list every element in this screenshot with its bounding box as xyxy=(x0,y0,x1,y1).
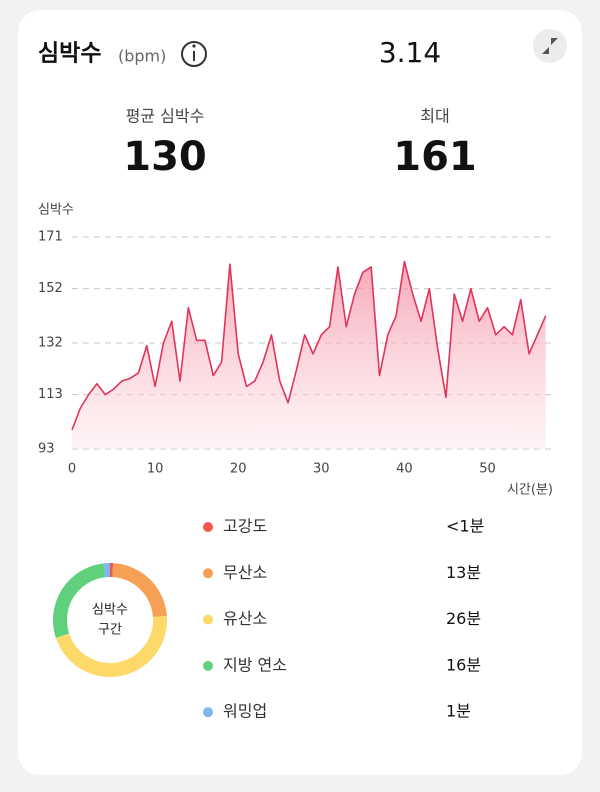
y-tick-label: 171 xyxy=(38,230,63,245)
legend-value: 13분 xyxy=(446,563,481,582)
x-tick-label: 30 xyxy=(313,462,330,477)
legend-value: 26분 xyxy=(446,609,481,628)
title: 심박수 xyxy=(38,41,101,67)
x-tick-label: 50 xyxy=(479,462,496,477)
legend-dot xyxy=(203,522,213,532)
legend-label: 고강도 xyxy=(223,517,267,536)
x-tick-label: 0 xyxy=(68,462,76,477)
x-tick-label: 40 xyxy=(396,462,413,477)
stat-label: 최대 xyxy=(420,107,449,126)
unit: (bpm) xyxy=(118,47,166,66)
legend-value: 1분 xyxy=(446,702,471,721)
donut-center-label: 심박수 xyxy=(92,603,128,618)
stat-value: 161 xyxy=(393,134,477,180)
legend-label: 무산소 xyxy=(223,563,267,582)
stat-value: 130 xyxy=(123,134,207,180)
x-tick-label: 20 xyxy=(230,462,247,477)
legend-dot xyxy=(203,661,213,671)
y-tick-label: 113 xyxy=(38,387,63,402)
date: 3.14 xyxy=(379,36,441,69)
legend-dot xyxy=(203,615,213,625)
y-tick-label: 93 xyxy=(38,442,55,457)
y-tick-label: 152 xyxy=(38,281,63,296)
legend-label: 워밍업 xyxy=(223,702,267,721)
expand-button[interactable] xyxy=(533,29,567,63)
legend-value: 16분 xyxy=(446,655,481,674)
y-axis-label: 심박수 xyxy=(38,203,74,218)
x-tick-label: 10 xyxy=(147,462,164,477)
stat-label: 평균 심박수 xyxy=(126,107,205,126)
legend-dot xyxy=(203,568,213,578)
legend-label: 유산소 xyxy=(223,609,267,628)
donut-center-label: 구간 xyxy=(98,623,122,638)
legend-value: <1분 xyxy=(446,517,484,536)
legend-dot xyxy=(203,707,213,717)
y-tick-label: 132 xyxy=(38,336,63,351)
x-axis-label: 시간(분) xyxy=(507,483,553,498)
legend-label: 지방 연소 xyxy=(223,655,287,674)
